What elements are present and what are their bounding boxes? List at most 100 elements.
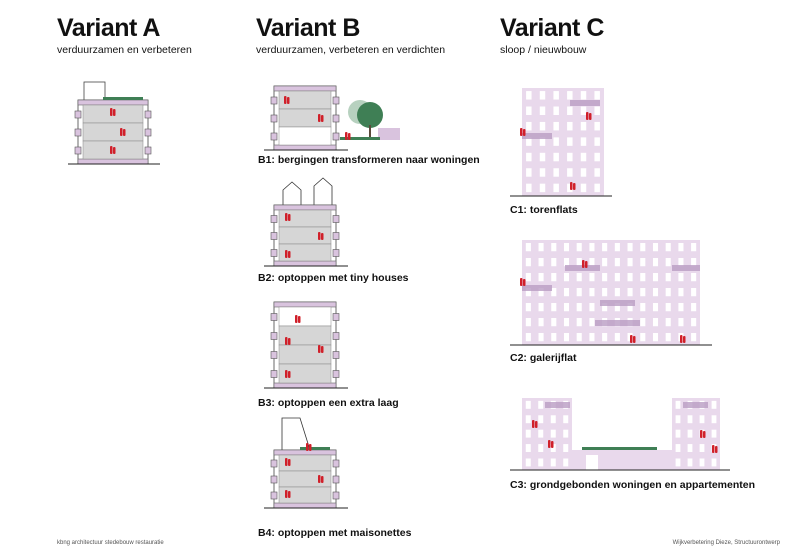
green-roof [103,97,143,100]
window-frame [332,313,340,321]
window [539,152,546,162]
person-figure [288,371,291,378]
person-figure [295,315,298,323]
window [665,243,671,252]
window [627,303,633,312]
window [538,318,544,327]
person-figure [309,444,312,451]
caption-c2: C2: galerijflat [510,352,577,364]
window-frame [332,370,340,378]
person-figure [288,214,291,221]
roof-slab [77,99,149,106]
window-frame [74,146,82,155]
window [589,333,595,342]
window-frame [332,96,340,105]
floor [278,243,332,262]
window [678,258,684,267]
person-figure [573,183,576,190]
window [602,243,608,252]
window [675,429,681,438]
window [580,106,587,115]
window [640,273,646,282]
window [678,318,684,327]
window [563,444,569,452]
window-frame [270,313,278,321]
window-frame [332,215,340,223]
person-figure [306,443,309,451]
person-figure [535,421,538,428]
foundation-slab [273,382,337,389]
window [640,303,646,312]
window [678,273,684,282]
window [563,318,570,327]
window [665,318,671,327]
window [580,91,587,100]
window [550,415,556,424]
window [614,243,620,252]
window [553,121,559,131]
window [553,137,559,146]
window [640,288,646,297]
person-figure [288,459,291,466]
window-frame [270,249,278,257]
tree-trunk [369,125,371,140]
window-frame [332,232,340,240]
window [563,273,570,282]
person-figure [110,146,113,154]
person-figure [715,446,718,453]
window [675,458,681,467]
window [594,168,600,177]
window [652,303,659,312]
window [678,303,684,312]
window [665,258,671,267]
window [675,444,681,452]
window [525,400,531,409]
window [576,333,582,342]
window [675,415,681,424]
window [567,183,573,193]
window-frame [332,475,340,484]
window [563,243,570,252]
foundation-slab [273,260,337,267]
window [525,288,531,297]
window-frame [144,128,152,137]
window [525,243,531,252]
window-frame [270,351,278,359]
gallery-balcony [545,402,570,408]
window [539,91,546,100]
window [563,415,569,424]
window [526,91,532,100]
window [567,152,573,162]
window [602,333,608,342]
window [525,458,531,467]
window [640,258,646,267]
window [526,121,532,131]
person-figure [123,129,126,136]
roof-slab [273,301,337,308]
foundation-slab [77,158,149,165]
person-figure [318,345,321,353]
roof-slab [273,449,337,456]
window-frame [270,232,278,240]
window-frame [332,132,340,141]
green-roof [300,447,330,450]
window [614,288,620,297]
window-frame [270,96,278,105]
window [563,429,569,438]
green-roof [582,447,657,450]
window [687,415,693,424]
window [550,444,556,452]
window [711,429,717,438]
window [525,273,531,282]
window [614,258,620,267]
person-figure [532,420,535,428]
person-figure [700,430,703,438]
window-frame [270,475,278,484]
window [691,288,697,297]
window [553,152,559,162]
person-figure [318,114,321,122]
window [538,400,544,409]
person-figure [285,458,288,466]
window [538,288,544,297]
window [538,243,544,252]
